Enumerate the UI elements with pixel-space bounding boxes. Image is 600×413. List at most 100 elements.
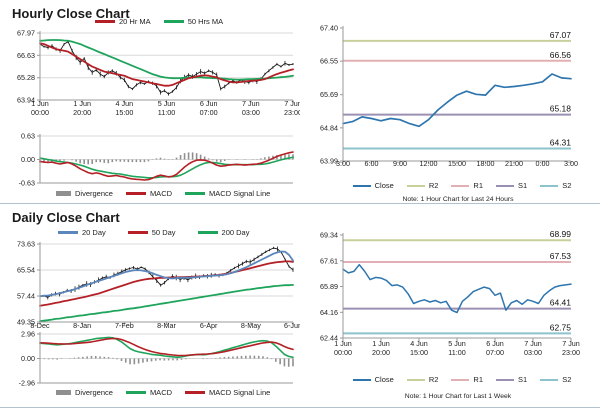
legend-item-divergence: Divergence xyxy=(56,388,113,397)
daily-macd-chart: 2.96 0.00 -2.96 xyxy=(19,330,294,388)
y-tick-label: 63.99 xyxy=(320,157,338,166)
legend-label: S2 xyxy=(562,181,572,190)
hourly-price-legend: 20 Hr MA 50 Hrs MA xyxy=(95,17,223,26)
legend-item-r2: R2 xyxy=(406,375,438,384)
legend-item-macd: MACD xyxy=(125,189,173,198)
legend-line-swatch xyxy=(163,20,184,23)
legend-item-r2: R2 xyxy=(406,181,438,190)
x-tick-label: 15:00 xyxy=(448,159,466,168)
x-tick-label: 18:00 xyxy=(477,159,495,168)
x-tick-label: 1 Jun 20:00 xyxy=(372,339,390,357)
level-label-s2: 62.75 xyxy=(550,322,572,332)
hourly-price-chart: 67.97 66.63 65.28 63.941 Jun 00:00 1 Jun 20:00… xyxy=(17,29,300,118)
legend-item-close: Close xyxy=(352,375,394,384)
x-tick-label: 21:00 xyxy=(505,159,523,168)
hourly-macd-chart: 0.63 0.00 -0.63 xyxy=(19,132,294,188)
legend-item-s2: S2 xyxy=(540,181,571,190)
legend-label: 50 Day xyxy=(151,228,176,237)
level-label-r2: 67.07 xyxy=(550,30,572,40)
hourly-section-title: Hourly Close Chart xyxy=(12,6,130,21)
legend-label: R1 xyxy=(473,375,483,384)
legend-item-20-hr-ma: 20 Hr MA xyxy=(95,17,151,26)
series-50-hrs-ma xyxy=(39,39,294,81)
x-tick-label: 8-Jan xyxy=(73,321,91,330)
legend-label: S1 xyxy=(518,181,528,190)
y-tick-label: 64.84 xyxy=(320,123,338,132)
legend-line-swatch xyxy=(540,184,559,187)
y-tick-label: 67.97 xyxy=(17,29,35,38)
legend-line-swatch xyxy=(406,184,425,187)
legend-item-macd: MACD xyxy=(125,388,172,397)
x-tick-label: 3:00 xyxy=(564,159,578,168)
series-macd-signal-line xyxy=(39,337,294,357)
legend-line-swatch xyxy=(95,20,115,23)
legend-label: Divergence xyxy=(75,388,113,397)
legend-label: 200 Day xyxy=(221,228,250,237)
legend-label: 20 Hr MA xyxy=(119,17,151,26)
daily-pivot-note: Note: 1 Hour Chart for Last 1 Week xyxy=(404,393,512,400)
y-tick-label: 65.28 xyxy=(17,73,35,82)
series-20-hr-ma xyxy=(39,42,294,87)
x-tick-label: 7 Jun 03:00 xyxy=(242,99,260,117)
legend-item-macd-signal-line: MACD Signal Line xyxy=(185,388,270,397)
x-tick-label: 1 Jun 00:00 xyxy=(31,99,49,117)
y-tick-label: 66.63 xyxy=(17,51,35,60)
daily-macd-legend: Divergence MACD MACD Signal Line xyxy=(56,388,270,397)
y-tick-label: 0.00 xyxy=(21,354,35,363)
hourly-pivot-chart: 67.07 66.56 65.18 64.31 67.40 66.55 65.69 64.84… xyxy=(320,24,578,169)
series-20-day xyxy=(39,250,294,297)
legend-line-swatch xyxy=(540,378,559,381)
x-tick-label: 4 Jun 15:00 xyxy=(115,99,133,117)
x-tick-label: 0:00 xyxy=(536,159,550,168)
y-tick-label: 67.40 xyxy=(320,24,338,33)
daily-pivot-chart: 68.99 67.53 64.41 62.75 69.34 67.61 65.89 64.16… xyxy=(320,229,580,357)
legend-label: Divergence xyxy=(75,189,113,198)
level-label-s2: 64.31 xyxy=(550,138,572,148)
y-tick-label: 0.00 xyxy=(21,155,35,164)
legend-item-divergence: Divergence xyxy=(56,189,113,198)
legend-item-s1: S1 xyxy=(496,375,527,384)
legend-item-50-hrs-ma: 50 Hrs MA xyxy=(163,17,224,26)
x-tick-label: 6 Jun 07:00 xyxy=(486,339,504,357)
x-tick-label: 6-Apr xyxy=(200,321,218,330)
legend-item-s1: S1 xyxy=(496,181,527,190)
x-tick-label: 3:00 xyxy=(336,159,350,168)
level-label-s1: 65.18 xyxy=(550,104,572,114)
legend-item-s2: S2 xyxy=(540,375,571,384)
y-tick-label: 69.34 xyxy=(320,231,338,240)
y-tick-label: 2.96 xyxy=(21,330,35,339)
y-tick-label: 73.63 xyxy=(17,240,35,249)
series-macd xyxy=(39,151,294,181)
legend-line-swatch xyxy=(352,378,371,381)
series-50-day xyxy=(39,260,294,307)
series-close xyxy=(39,247,294,298)
legend-line-swatch xyxy=(496,184,514,187)
y-tick-label: 64.16 xyxy=(320,308,338,317)
y-tick-label: 67.61 xyxy=(320,256,338,265)
x-tick-label: 6 Jun 07:00 xyxy=(200,99,218,117)
hourly-pivot-legend: Close R2 R1 S1 S2 xyxy=(350,181,574,190)
legend-label: MACD xyxy=(149,189,173,198)
legend-line-swatch xyxy=(185,192,206,195)
x-tick-label: 8-Mar xyxy=(157,321,176,330)
legend-label: Close xyxy=(374,181,394,190)
x-tick-label: 7 Jun 03:00 xyxy=(524,339,542,357)
legend-item-50-day: 50 Day xyxy=(127,228,176,237)
y-tick-label: 57.44 xyxy=(17,292,35,301)
level-label-r2: 68.99 xyxy=(550,229,572,239)
legend-item-macd-signal-line: MACD Signal Line xyxy=(185,189,270,198)
daily-pivot-legend: Close R2 R1 S1 S2 xyxy=(350,375,574,384)
x-tick-label: 8-Dec xyxy=(30,321,50,330)
legend-line-swatch xyxy=(197,231,218,234)
x-tick-label: 12:00 xyxy=(420,159,438,168)
series-close xyxy=(342,73,572,128)
y-tick-label: 65.89 xyxy=(320,282,338,291)
legend-line-swatch xyxy=(127,231,148,234)
legend-label: S2 xyxy=(562,375,572,384)
daily-price-chart: 73.63 65.54 57.44 49.358-Dec 8-Jan 7-Feb 8-Mar… xyxy=(17,240,300,331)
legend-label: 50 Hrs MA xyxy=(187,17,224,26)
page-bottom-divider xyxy=(0,407,600,408)
x-tick-label: 1 Jun 00:00 xyxy=(334,339,352,357)
